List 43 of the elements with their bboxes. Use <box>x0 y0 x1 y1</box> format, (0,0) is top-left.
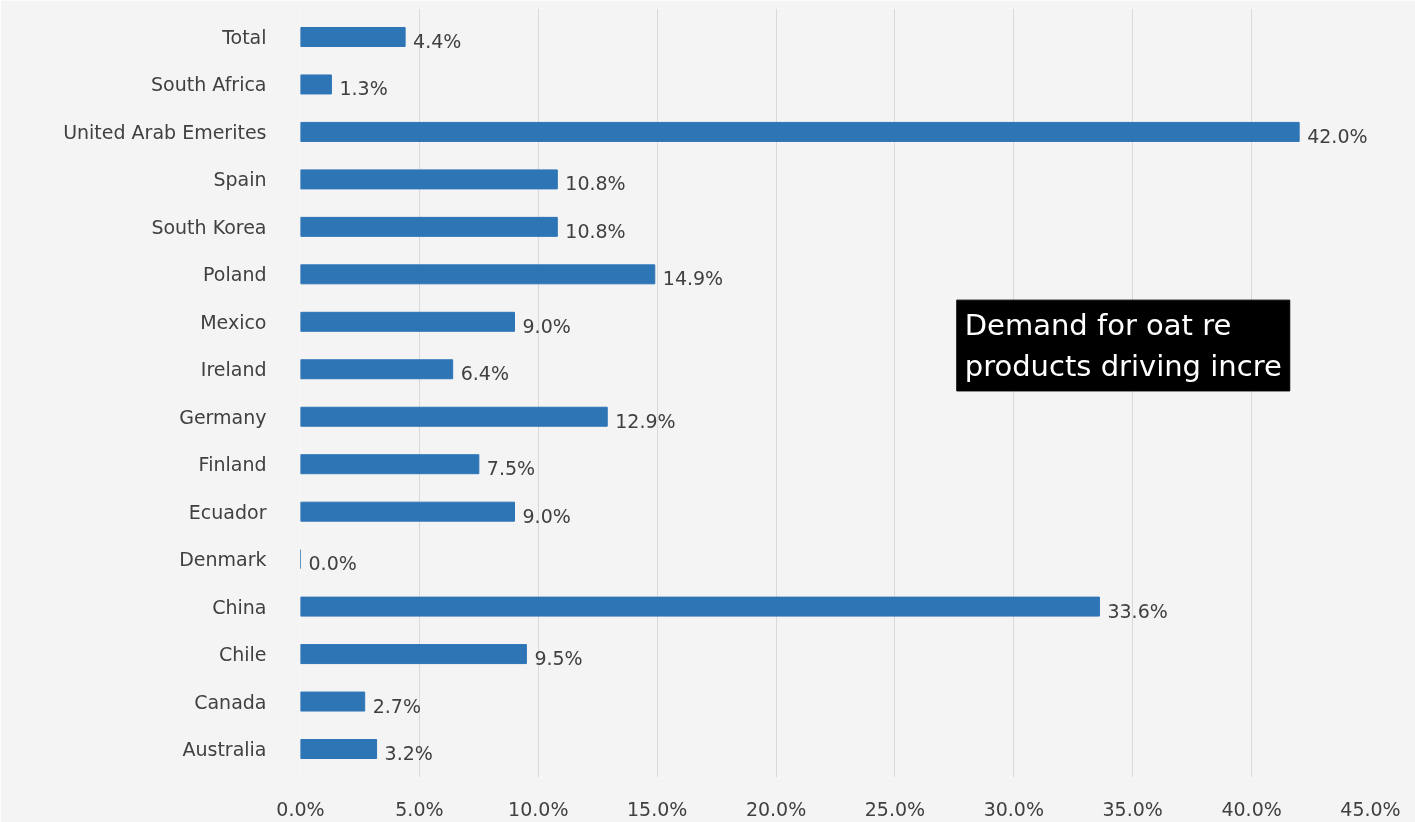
data-label: 9.0% <box>522 314 571 337</box>
data-label: 0.0% <box>308 552 357 575</box>
data-label: 6.4% <box>460 362 509 385</box>
y-tick-label: Germany <box>179 405 267 428</box>
data-label: 14.9% <box>662 267 724 290</box>
y-tick-label: Australia <box>182 738 267 761</box>
data-label: 2.7% <box>372 694 421 717</box>
data-label: 1.3% <box>339 77 388 100</box>
data-label: 42.0% <box>1307 124 1368 147</box>
y-tick-label: Chile <box>218 643 267 666</box>
data-label: 9.5% <box>534 647 583 670</box>
data-label: 10.8% <box>565 219 626 242</box>
y-tick-label: Ecuador <box>188 500 267 523</box>
x-tick-label: 45.0% <box>1340 797 1401 820</box>
x-tick-label: 30.0% <box>983 797 1045 820</box>
y-tick-label: Poland <box>203 263 267 286</box>
y-tick-label: Canada <box>194 690 267 713</box>
x-tick-label: 10.0% <box>508 797 569 820</box>
y-tick-label: China <box>212 595 267 618</box>
x-tick-label: 35.0% <box>1102 797 1163 820</box>
x-tick-label: 15.0% <box>626 797 688 820</box>
data-label: 3.2% <box>384 742 433 765</box>
y-tick-label: United Arab Emerites <box>63 120 267 143</box>
y-tick-label: Spain <box>213 168 267 191</box>
y-tick-label: Total <box>221 25 267 48</box>
data-label: 12.9% <box>615 409 676 432</box>
y-tick-label: Mexico <box>200 310 267 333</box>
data-label: 10.8% <box>565 172 626 195</box>
data-label: 33.6% <box>1107 599 1168 622</box>
y-tick-label: South Africa <box>151 73 267 96</box>
x-tick-label: 40.0% <box>1221 797 1282 820</box>
data-label: 7.5% <box>486 457 536 480</box>
y-tick-label: South Korea <box>151 215 267 238</box>
y-tick-label: Denmark <box>179 548 267 571</box>
x-tick-label: 0.0% <box>276 797 325 820</box>
annotation: Demand for oat re products driving incre <box>964 308 1282 383</box>
x-tick-label: 20.0% <box>745 797 807 820</box>
data-label: 9.0% <box>522 504 571 527</box>
data-label: 4.4% <box>413 29 462 52</box>
y-tick-label: Finland <box>198 453 267 476</box>
x-tick-label: 25.0% <box>864 797 926 820</box>
y-tick-label: Ireland <box>200 358 267 381</box>
x-tick-label: 5.0% <box>395 797 444 820</box>
